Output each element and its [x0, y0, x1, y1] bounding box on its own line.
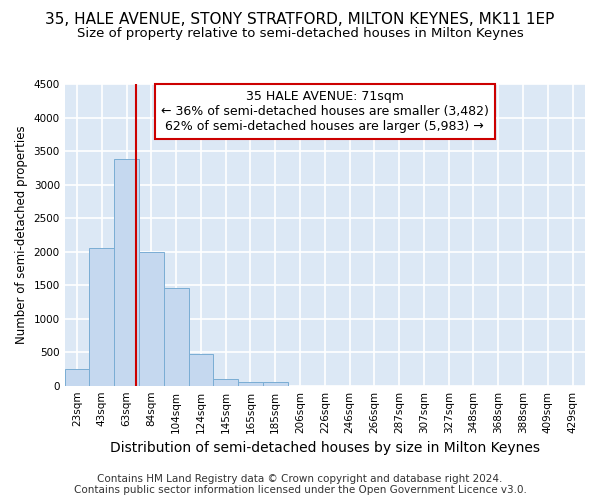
Bar: [188, 354, 214, 386]
Bar: [164, 288, 188, 386]
X-axis label: Distribution of semi-detached houses by size in Milton Keynes: Distribution of semi-detached houses by …: [110, 441, 540, 455]
Text: 35 HALE AVENUE: 71sqm
← 36% of semi-detached houses are smaller (3,482)
62% of s: 35 HALE AVENUE: 71sqm ← 36% of semi-deta…: [161, 90, 489, 133]
Bar: [263, 382, 287, 386]
Text: Contains HM Land Registry data © Crown copyright and database right 2024.: Contains HM Land Registry data © Crown c…: [97, 474, 503, 484]
Bar: [139, 252, 164, 386]
Text: Contains public sector information licensed under the Open Government Licence v3: Contains public sector information licen…: [74, 485, 526, 495]
Bar: [214, 379, 238, 386]
Bar: [65, 369, 89, 386]
Bar: [114, 159, 139, 386]
Text: Size of property relative to semi-detached houses in Milton Keynes: Size of property relative to semi-detach…: [77, 28, 523, 40]
Bar: [89, 248, 114, 386]
Y-axis label: Number of semi-detached properties: Number of semi-detached properties: [15, 126, 28, 344]
Text: 35, HALE AVENUE, STONY STRATFORD, MILTON KEYNES, MK11 1EP: 35, HALE AVENUE, STONY STRATFORD, MILTON…: [46, 12, 554, 28]
Bar: [238, 382, 263, 386]
